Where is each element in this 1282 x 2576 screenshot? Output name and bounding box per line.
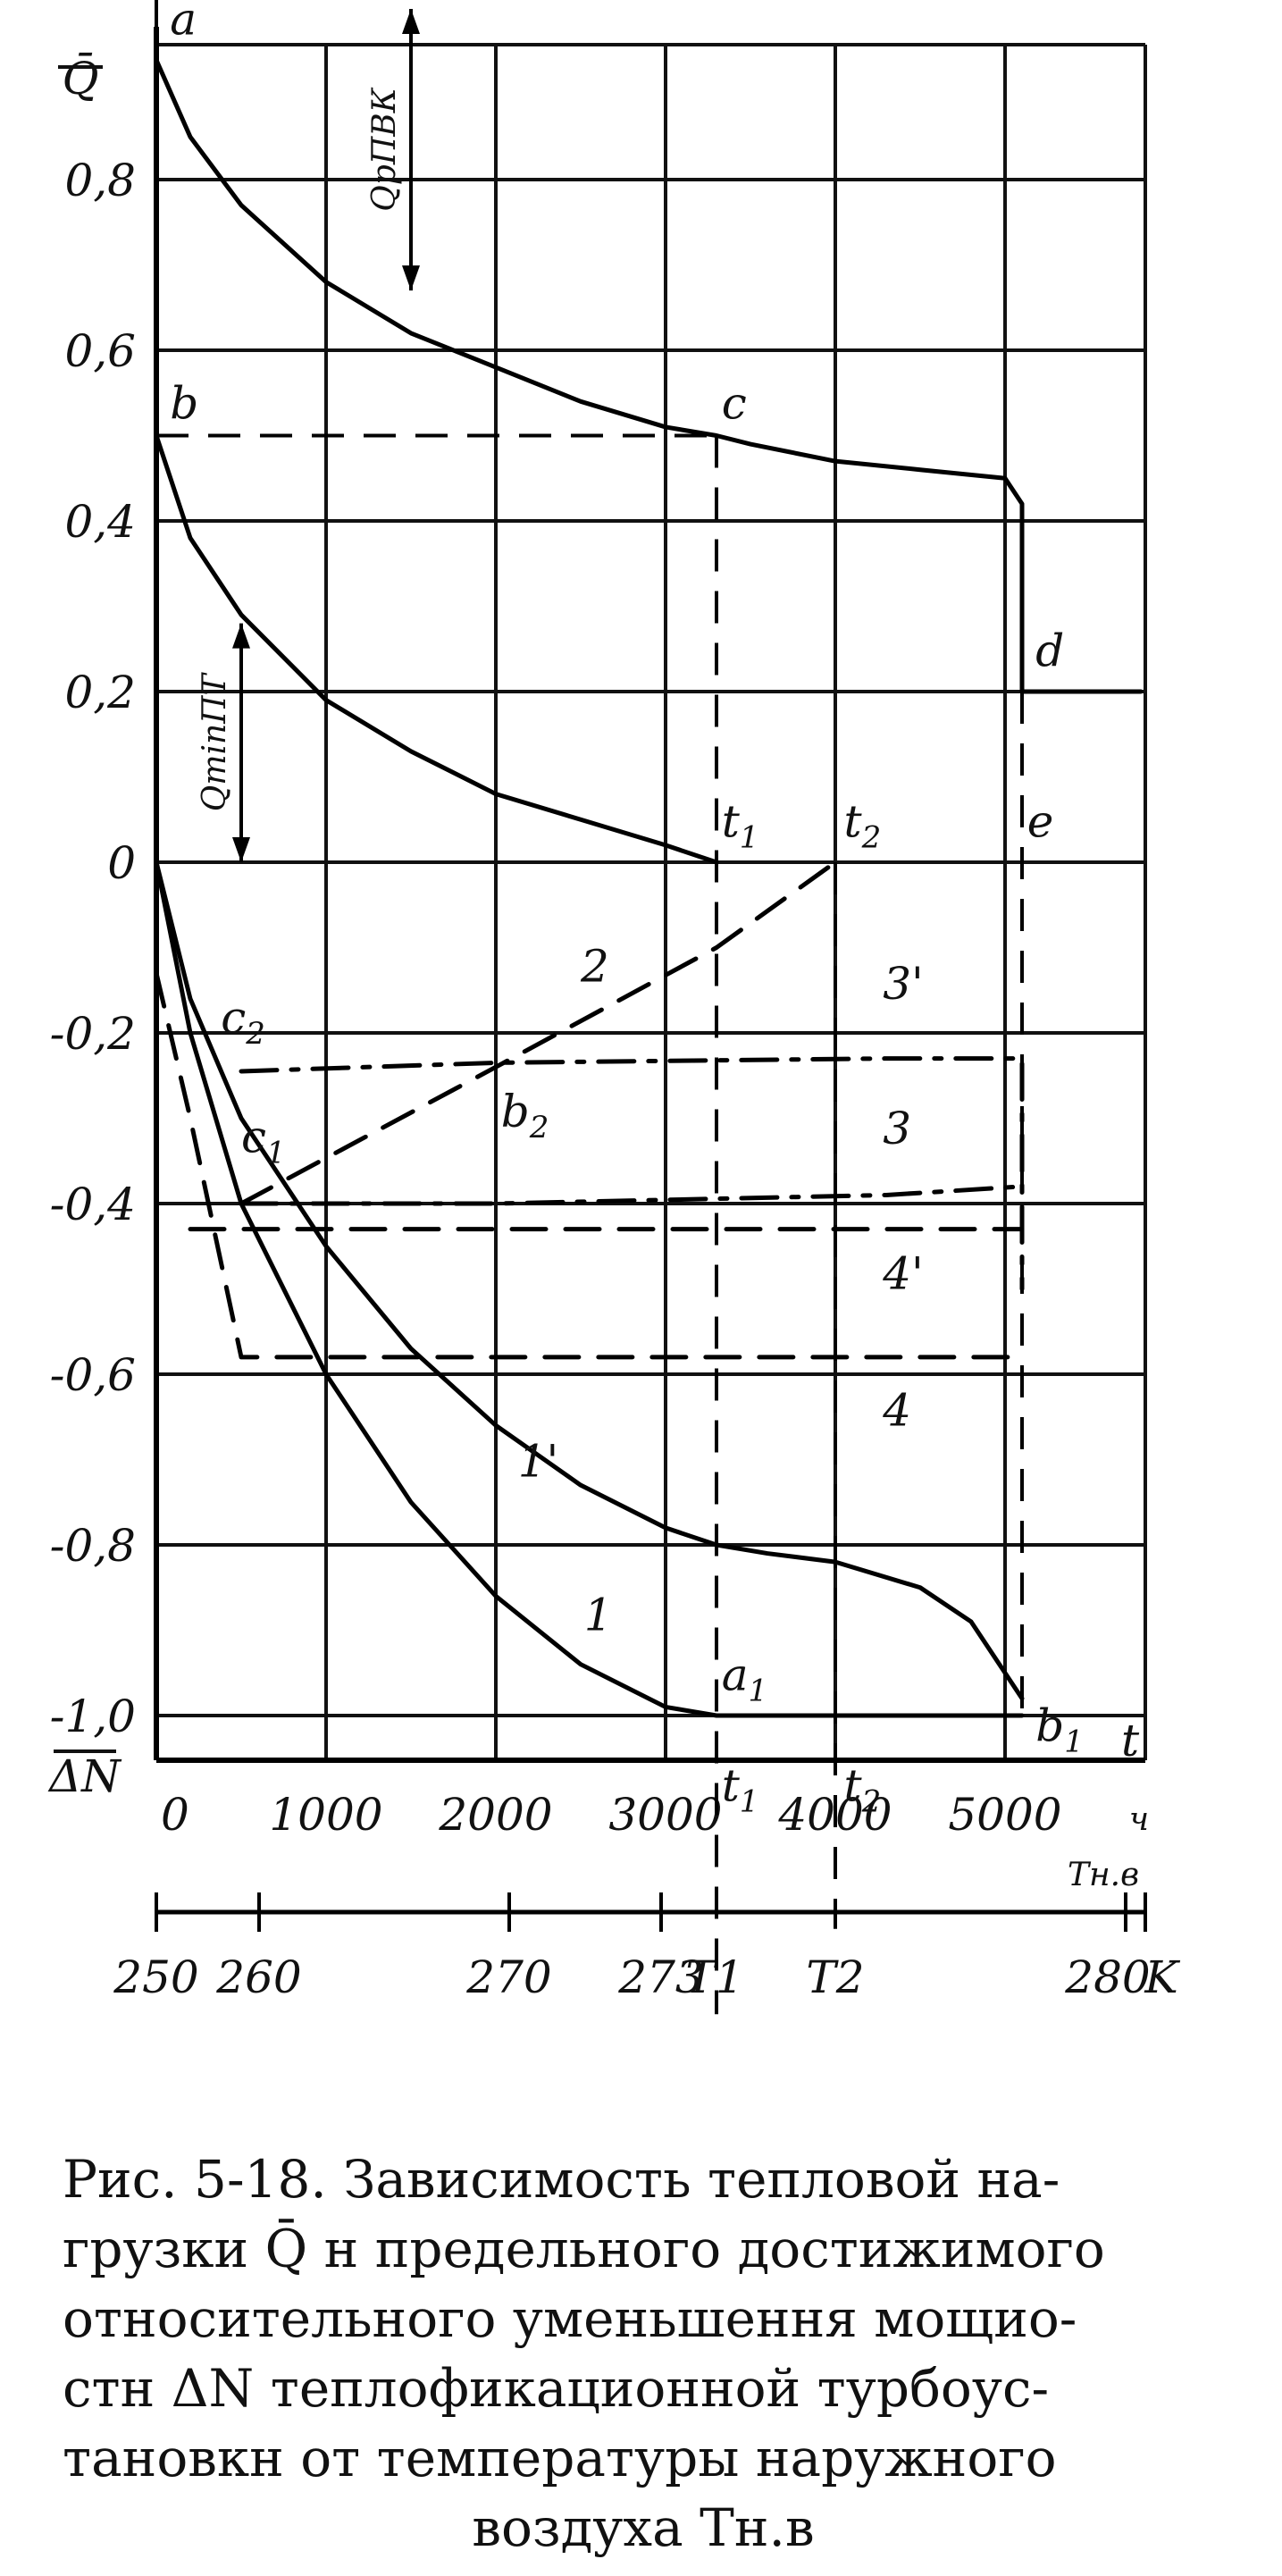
y-tick-label: 0,2 [64,667,136,718]
series-layer [154,9,1144,2015]
annotation-label: b1 [1035,1700,1084,1760]
y-tick-label: -0,8 [50,1520,136,1572]
x-unit-label: ч [1129,1801,1149,1838]
labels-layer: QрПВК QminПТ a b c d e t1 t2 c2 c1 b2 2 3' 3 4' 4 1' 1 a1 b1… [170,0,1084,1820]
series-1 [154,860,1025,1718]
y-tick-label: 0 [107,837,136,889]
annotation-label: c1 [241,1112,286,1171]
x-tick-label: 0 [161,1789,189,1841]
annotation-label: 1 [584,1590,613,1641]
annotation-label: 3' [883,958,924,1010]
caption-line: стн ΔN теплофикационной турбоус- [63,2358,1050,2419]
annotation-label: 4 [882,1384,911,1436]
annotation-label: c2 [221,992,265,1052]
x-tick-label: 2000 [438,1789,552,1841]
annotation-label: 4' [882,1248,924,1300]
annotation-label: a1 [722,1649,767,1708]
caption-line: тановкн от температуры наружного [63,2428,1057,2488]
series-1' [154,860,1025,1701]
y-top-label: Q̄ [63,52,99,105]
series-4 [154,970,1025,1360]
grid [156,43,1147,1760]
arrow-head [402,265,420,291]
caption-line: Рис. 5-18. Зависимость тепловой на- [63,2149,1060,2210]
range-marker-label: QрПВК [366,87,403,211]
x-tick-label: 3000 [608,1789,722,1841]
series-2 [239,860,838,1206]
y-tick-label: -0,6 [50,1349,136,1401]
annotation-label: 1' [518,1436,559,1488]
annotation-label: 3 [883,1103,911,1154]
annotation-label: 2 [580,941,609,993]
annotation-label: t2 [844,1760,882,1820]
range-marker-label: QminПТ [197,671,233,811]
annotation-label: t2 [844,795,882,855]
temp-tick-label: 280 [1064,1951,1150,2003]
temp-tick-label: K [1144,1951,1180,2003]
annotation-label: b2 [501,1086,549,1145]
arrow-head [402,9,420,34]
y-bottom-label: ΔN [47,1750,122,1802]
y-tick-label: 0,8 [64,155,136,206]
caption-line: воздуха Tн.в [472,2497,815,2558]
y-tick-label: 0,4 [64,496,136,548]
x-axis-name: t [1121,1715,1140,1766]
series-Q̄ [154,57,1144,694]
y-tick-label: 0,6 [64,325,136,377]
series-3 [239,1184,1025,1206]
caption-line: грузки Q̄ н предельного достижимого [63,2219,1105,2279]
annotation-label: c [722,377,747,429]
temp-axis-name: Tн.в [1068,1857,1139,1893]
x-tick-label: 1000 [269,1789,382,1841]
y-tick-label: -0,2 [50,1008,136,1060]
temp-tick-label: 250 [113,1951,198,2003]
temp-tick-label: 273 [617,1951,703,2003]
arrow-head [232,623,250,649]
figure-caption: Рис. 5-18. Зависимость тепловой на- груз… [63,2144,1224,2563]
annotation-label: d [1035,625,1064,676]
temp-mark-label: T2 [806,1951,864,2003]
x-tick-label: 5000 [948,1789,1061,1841]
annotation-label: e [1027,795,1054,847]
axes: 0,8 0,6 0,4 0,2 0 -0,2 -0,4 -0,6 -0,8 -1,0 Q̄ ΔN 0 10… [47,0,1180,2003]
y-tick-label: -1,0 [50,1691,136,1742]
annotation-label: b [170,377,198,429]
arrow-head [232,837,250,862]
annotation-label: t1 [722,1760,759,1820]
annotation-label: t1 [722,795,759,855]
caption-line: относительного уменьшення мощио- [63,2288,1077,2349]
temp-tick-label: 270 [465,1951,551,2003]
y-tick-label: -0,4 [50,1179,136,1230]
temp-tick-label: 260 [215,1951,301,2003]
series-Q̄пт [154,433,719,865]
annotation-label: a [170,0,197,46]
